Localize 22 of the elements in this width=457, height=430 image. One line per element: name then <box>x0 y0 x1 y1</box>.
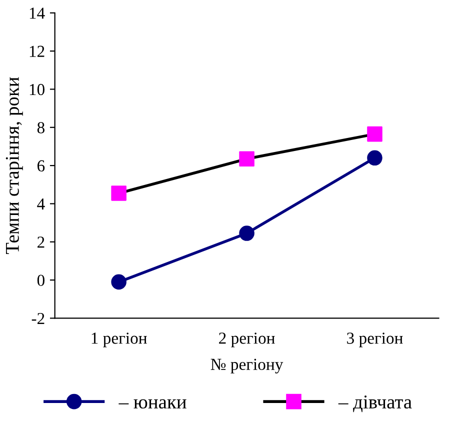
y-tick-label: 2 <box>38 236 44 248</box>
x-axis-title: № регіону <box>210 358 284 374</box>
y-tick-label: -2 <box>32 312 44 324</box>
y-tick-label: 8 <box>37 122 44 134</box>
point <box>239 151 254 167</box>
y-axis-title: Темпи старіння, роки <box>6 77 23 254</box>
point <box>239 226 254 241</box>
y-tick-label: 12 <box>30 46 44 57</box>
x-tick-label: 3 регіон <box>347 332 403 348</box>
x-tick-label: 1 регіон <box>92 332 147 348</box>
point <box>367 126 382 142</box>
x-tick-label: 2 регіон <box>219 332 275 348</box>
legend-label: – юнаки <box>118 399 186 409</box>
point <box>367 150 382 166</box>
y-tick-label: 10 <box>30 84 44 96</box>
point <box>111 186 126 201</box>
point <box>111 274 126 290</box>
y-tick-label: 6 <box>38 160 45 172</box>
y-tick-label: 14 <box>30 8 45 19</box>
legend-label: – дівчата <box>338 395 412 412</box>
y-tick-label: 0 <box>37 274 44 286</box>
y-tick-label: 4 <box>37 198 45 210</box>
